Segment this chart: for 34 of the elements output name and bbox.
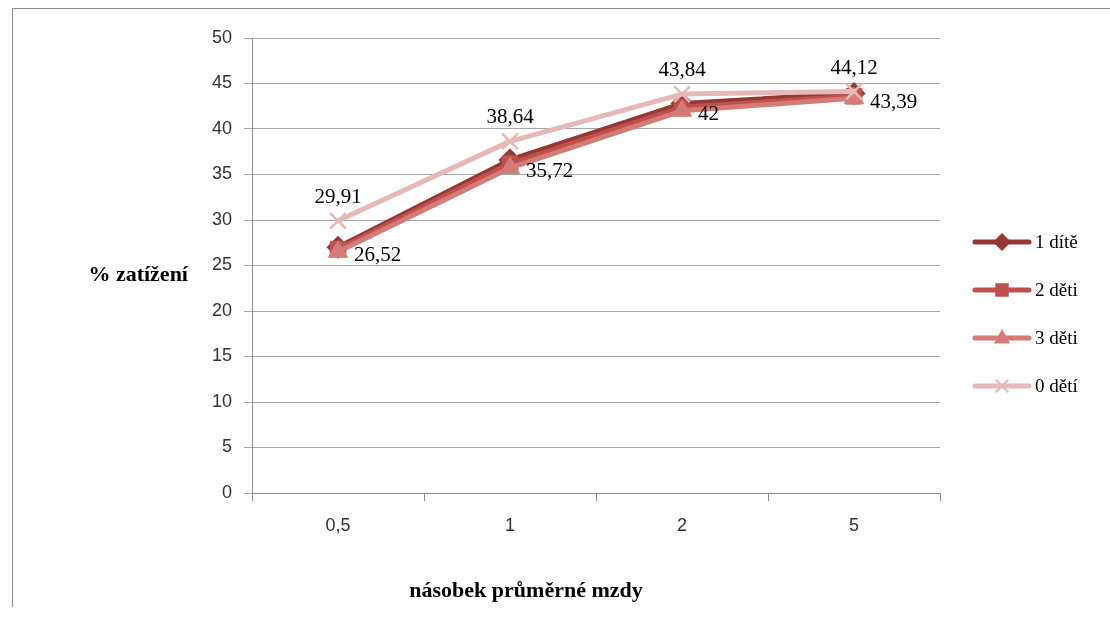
data-label: 43,39: [870, 88, 918, 113]
data-label: 29,91: [314, 183, 362, 208]
x-axis-title: násobek průměrné mzdy: [409, 576, 643, 602]
x-tick-label: 5: [848, 514, 860, 535]
y-tick-label: 30: [211, 208, 232, 229]
y-tick-label: 10: [211, 390, 232, 411]
point: [844, 82, 864, 101]
legend-label: 1 dítě: [1035, 230, 1078, 252]
y-axis-title: % zatížení: [88, 261, 189, 287]
y-tick-label: 15: [211, 345, 232, 366]
y-tick-label: 40: [211, 117, 232, 138]
data-label: 26,52: [354, 242, 402, 267]
y-tick-label: 45: [211, 72, 232, 93]
data-label: 44,12: [830, 54, 878, 79]
data-label: 35,72: [526, 158, 574, 183]
legend-label: 0 dětí: [1035, 374, 1079, 396]
x-tick-label: 0,5: [325, 514, 351, 535]
data-label: 38,64: [486, 104, 535, 129]
data-label: 43,84: [658, 57, 707, 82]
legend-label: 2 děti: [1035, 278, 1078, 300]
point: [672, 85, 692, 104]
data-label: 42: [698, 101, 719, 126]
point: [500, 132, 520, 151]
x-tick-label: 1: [504, 514, 516, 535]
y-tick-label: 0: [221, 481, 232, 502]
y-tick-label: 5: [221, 436, 232, 457]
point: [328, 211, 348, 230]
x-tick-label: 2: [676, 514, 688, 535]
y-tick-label: 50: [211, 26, 232, 47]
legend-label: 3 děti: [1035, 326, 1078, 348]
y-tick-label: 20: [211, 299, 232, 320]
y-tick-label: 35: [211, 163, 232, 184]
chart-frame: 0,5 1 2 5 0 5 10 15 20 25 30 35 40 45 50 26,52 35,72 42 43,39 29,91 38,64 43,84 44,12 % zatížení násobek průměrné mzdy 1 dítě 2 děti 3 děti 0 dětí: [12, 8, 1110, 607]
y-tick-label: 25: [211, 254, 232, 275]
